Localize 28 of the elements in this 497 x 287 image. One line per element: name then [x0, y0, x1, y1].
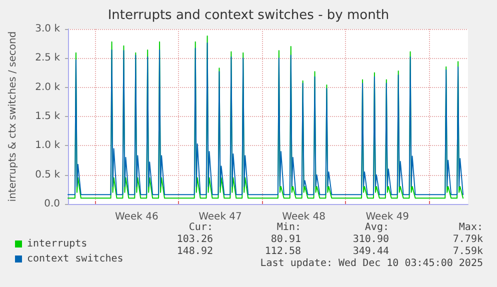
- text: 103.26: [176, 234, 213, 245]
- text: 7.79k: [452, 234, 483, 245]
- text: 80.91: [270, 234, 301, 245]
- y-tick-label: 3.0 k: [35, 24, 60, 34]
- y-tick-label: 0.5 k: [35, 169, 60, 180]
- x-tick-label: Week 46: [115, 212, 158, 222]
- text: 148.92: [176, 246, 213, 257]
- text: Last update: Wed Dec 10 03:45:00 2025: [260, 258, 483, 269]
- text: 7.59k: [452, 246, 483, 257]
- y-tick-label: 2.0 k: [35, 82, 60, 93]
- text: 310.90: [352, 234, 389, 245]
- text: 349.44: [352, 246, 389, 257]
- text: Max:: [458, 222, 483, 233]
- text: Avg:: [364, 222, 389, 233]
- chart-title: Interrupts and context switches - by month: [108, 8, 390, 23]
- y-tick-label: 2.5 k: [35, 52, 60, 64]
- x-tick-label: Week 49: [366, 212, 410, 222]
- y-tick-label: 0.0: [44, 198, 60, 210]
- text: Cur:: [188, 222, 213, 233]
- legend-label: context switches: [27, 254, 124, 264]
- y-tick-label: 1.5 k: [35, 111, 60, 122]
- x-tick-label: Week 48: [282, 212, 326, 222]
- text: Min:: [276, 222, 301, 233]
- legend-label: interrupts: [27, 238, 88, 250]
- x-tick-label: Week 47: [198, 212, 242, 222]
- text: 112.58: [264, 246, 301, 257]
- y-tick-label: 1.0 k: [35, 140, 60, 152]
- y-axis-title: interrupts & ctx switches / second: [8, 31, 18, 202]
